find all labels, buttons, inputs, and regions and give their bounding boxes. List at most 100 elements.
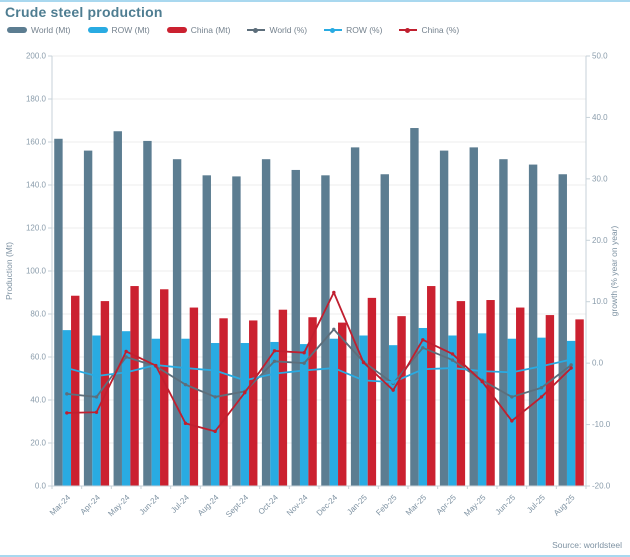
marker-china-apr-25 (450, 352, 455, 356)
legend-item-row-mt[interactable]: ROW (Mt) (87, 25, 150, 35)
marker-row-dec-24 (332, 366, 336, 370)
marker-china-dec-24 (332, 290, 336, 295)
x-axis-label-apr-24: Apr-24 (79, 493, 103, 517)
x-axis-label-may-24: May-24 (106, 493, 132, 519)
bar-china-mt-nov-24 (308, 317, 317, 486)
left-axis-title: Production (Mt) (4, 242, 14, 300)
bar-world-mt-mar-25 (410, 128, 419, 486)
left-axis-tick-label: 80.0 (30, 310, 46, 319)
bar-china-mt-jul-24 (189, 307, 199, 486)
marker-china-mar-25 (421, 338, 425, 342)
bar-row-mt-nov-24 (299, 344, 309, 486)
marker-china-sept-24 (243, 390, 247, 395)
marker-row-nov-24 (302, 368, 306, 373)
x-axis-label-aug-25: Aug-25 (552, 493, 577, 518)
marker-china-feb-25 (391, 388, 395, 392)
marker-china-aug-24 (213, 429, 217, 434)
chart-canvas: 200.0 180.0 160.0 140.0 120.0 100.0 80.0 60.0 40… (4, 52, 619, 520)
marker-world-aug-24 (213, 395, 217, 399)
marker-row-mar-25 (421, 367, 425, 371)
bar-row-mt-jul-25 (537, 337, 546, 486)
bar-world-mt-jul-24 (172, 159, 182, 486)
world-line-swatch-icon (247, 27, 266, 33)
right-axis-tick-label: 0.0 (592, 359, 604, 368)
bar-row-mt-apr-25 (448, 335, 457, 486)
bar-world-mt-jan-25 (350, 147, 360, 486)
marker-row-jun-25 (510, 370, 514, 375)
x-axis-label-mar-25: Mar-25 (404, 493, 429, 518)
legend-item-china-mt[interactable]: China (Mt) (166, 25, 230, 35)
x-axis-label-nov-24: Nov-24 (285, 493, 310, 518)
x-axis-label-may-25: May-25 (462, 493, 488, 519)
bar-china-mt-apr-25 (456, 301, 466, 486)
chart-layer: 200.0 180.0 160.0 140.0 120.0 100.0 80.0 60.0 40… (26, 52, 611, 520)
bar-row-mt-jan-25 (359, 335, 368, 486)
right-axis-tick-label: -20.0 (592, 482, 611, 491)
bar-world-mt-aug-25 (558, 174, 567, 486)
marker-row-jul-24 (183, 366, 188, 370)
marker-world-dec-24 (332, 327, 336, 332)
x-axis-label-oct-24: Oct-24 (257, 493, 281, 517)
marker-china-jun-24 (154, 363, 158, 368)
bar-row-mt-feb-25 (388, 345, 398, 486)
marker-world-jul-25 (539, 386, 544, 390)
bar-row-mt-jul-24 (181, 338, 190, 486)
marker-china-mar-24 (65, 411, 69, 415)
bar-row-mt-jun-25 (507, 338, 517, 486)
marker-row-aug-24 (213, 368, 217, 373)
line-world (66, 328, 572, 398)
marker-china-oct-24 (272, 349, 277, 353)
bar-row-mt-jun-24 (151, 338, 161, 486)
left-axis-tick-label: 60.0 (30, 353, 46, 362)
bar-row-mt-sept-24 (240, 343, 250, 486)
left-axis-tick-label: 200.0 (26, 52, 47, 61)
marker-world-aug-25 (569, 363, 573, 367)
bar-china-mt-feb-25 (397, 316, 406, 486)
bar-china-mt-oct-24 (278, 309, 288, 486)
legend-label: World (%) (269, 25, 308, 35)
x-axis-label-apr-25: Apr-25 (435, 493, 459, 517)
x-axis-label-jul-24: Jul-24 (169, 493, 191, 515)
bar-china-mt-dec-24 (338, 322, 347, 486)
right-axis-tick-label: 20.0 (592, 236, 608, 245)
marker-row-may-25 (480, 369, 484, 373)
left-axis-tick-label: 40.0 (30, 396, 46, 405)
legend-item-row-pct[interactable]: ROW (%) (324, 25, 382, 35)
marker-world-jul-24 (183, 382, 188, 387)
marker-china-jul-24 (183, 421, 188, 426)
legend-label: World (Mt) (31, 25, 71, 35)
marker-world-apr-25 (450, 358, 455, 362)
x-axis-label-mar-24: Mar-24 (48, 493, 73, 518)
x-axis-label-dec-24: Dec-24 (315, 493, 340, 518)
bar-china-mt-mar-25 (427, 286, 436, 486)
bar-china-mt-jul-25 (545, 315, 555, 486)
marker-china-jun-25 (510, 419, 514, 423)
legend-item-world-pct[interactable]: World (%) (247, 25, 307, 35)
left-axis-tick-label: 100.0 (26, 267, 47, 276)
legend-item-world-mt[interactable]: World (Mt) (7, 25, 71, 35)
marker-world-mar-24 (65, 392, 69, 396)
bar-world-mt-oct-24 (261, 159, 271, 486)
legend-marker-dot-icon (330, 27, 336, 33)
marker-china-jul-25 (539, 395, 544, 399)
right-axis-tick-label: 10.0 (592, 297, 608, 306)
left-axis-tick-label: 140.0 (26, 181, 47, 190)
marker-row-jul-25 (539, 364, 544, 368)
bar-row-mt-may-25 (477, 333, 487, 486)
left-axis-tick-label: 160.0 (26, 138, 47, 147)
page-title: Crude steel production (5, 4, 163, 20)
x-axis-label-aug-24: Aug-24 (196, 493, 221, 518)
marker-row-apr-25 (450, 366, 455, 370)
bar-world-mt-aug-24 (202, 175, 211, 486)
marker-row-may-24 (124, 370, 128, 375)
bar-world-mt-feb-25 (380, 174, 389, 486)
marker-row-apr-24 (94, 374, 99, 378)
bar-china-mt-jun-25 (516, 307, 525, 486)
bar-row-mt-aug-24 (210, 343, 220, 486)
marker-china-jan-25 (361, 360, 366, 365)
legend-item-china-pct[interactable]: China (%) (399, 25, 459, 35)
marker-row-oct-24 (272, 371, 277, 376)
marker-china-may-25 (480, 379, 484, 384)
bar-china-mt-jun-24 (160, 289, 169, 486)
left-axis-tick-label: 120.0 (26, 224, 47, 233)
